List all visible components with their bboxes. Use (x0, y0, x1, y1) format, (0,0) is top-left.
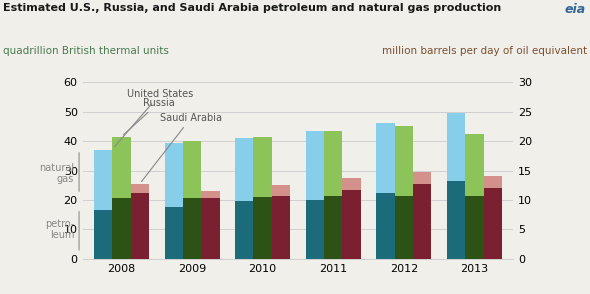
Bar (272, 196, 290, 259)
Text: Russia: Russia (123, 98, 175, 135)
Bar (395, 126, 413, 196)
Bar (447, 113, 466, 181)
Bar (165, 143, 183, 207)
Text: natural
gas: natural gas (39, 163, 74, 184)
Bar (254, 137, 272, 197)
Bar (342, 178, 361, 190)
Bar (235, 201, 254, 259)
Bar (94, 210, 112, 259)
Bar (112, 137, 130, 198)
Bar (130, 184, 149, 193)
Bar (466, 134, 484, 196)
Bar (94, 150, 112, 210)
Bar (324, 131, 342, 196)
Bar (376, 123, 395, 193)
Bar (413, 172, 431, 184)
Bar (201, 198, 219, 259)
Bar (484, 176, 502, 188)
Bar (183, 141, 201, 198)
Text: Estimated U.S., Russia, and Saudi Arabia petroleum and natural gas production: Estimated U.S., Russia, and Saudi Arabia… (3, 3, 501, 13)
Text: Saudi Arabia: Saudi Arabia (142, 113, 222, 182)
Text: United States: United States (115, 89, 194, 146)
Bar (165, 207, 183, 259)
Bar (306, 131, 324, 200)
Bar (272, 185, 290, 196)
Bar (235, 138, 254, 201)
Bar (484, 188, 502, 259)
Text: eia: eia (564, 3, 585, 16)
Bar (324, 196, 342, 259)
Bar (376, 193, 395, 259)
Bar (112, 198, 130, 259)
Bar (183, 198, 201, 259)
Bar (447, 181, 466, 259)
Bar (466, 196, 484, 259)
Bar (306, 200, 324, 259)
Text: quadrillion British thermal units: quadrillion British thermal units (3, 46, 169, 56)
Bar (130, 193, 149, 259)
Text: million barrels per day of oil equivalent: million barrels per day of oil equivalen… (382, 46, 587, 56)
Bar (254, 197, 272, 259)
Text: petro-
leum: petro- leum (45, 218, 74, 240)
Bar (395, 196, 413, 259)
Bar (342, 190, 361, 259)
Bar (201, 191, 219, 198)
Bar (413, 184, 431, 259)
